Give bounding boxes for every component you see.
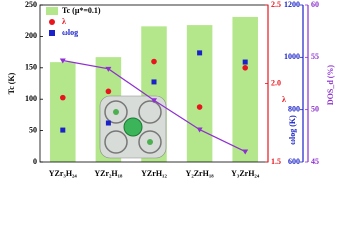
tick-label: 250	[25, 0, 37, 9]
inset-structure	[99, 95, 167, 159]
tick-label: 50	[311, 104, 319, 113]
tick-label: 2.5	[271, 0, 281, 9]
tick-label: 800	[288, 104, 300, 113]
legend-label: Tc (μ*=0.1)	[62, 6, 101, 15]
axis-label: ωlog (K)	[288, 115, 297, 145]
point	[196, 127, 203, 133]
point	[242, 59, 248, 65]
inset-cage	[138, 130, 162, 154]
x-tick-label: Y₂ZrH₁₈	[186, 169, 215, 178]
inset-cage	[138, 100, 162, 124]
inset-cage	[104, 100, 128, 124]
inset-atom	[113, 109, 119, 115]
bar	[50, 62, 76, 163]
tick-label: 600	[288, 157, 300, 166]
tick-label: 2.0	[271, 78, 281, 87]
chart: 0 50 100 150 200 250 Tc (K) 1.5 2.0 2.5 λ 600 800 100…	[7, 0, 335, 178]
legend-swatch	[49, 30, 55, 36]
point	[197, 50, 203, 56]
inset-atom	[123, 117, 143, 137]
point	[151, 79, 157, 85]
x-tick-label: YZr₃H₂₄	[49, 169, 78, 178]
tick-label: 1200	[284, 0, 300, 9]
axis-label: λ	[282, 95, 286, 104]
inset-atom	[147, 139, 153, 145]
point	[151, 98, 157, 104]
tick-label: 100	[25, 94, 37, 103]
tick-label: 60	[311, 0, 319, 9]
x-tick-label: YZr₂H₁₈	[94, 169, 123, 178]
tick-label: 0	[33, 157, 37, 166]
tick-label: 1000	[284, 52, 300, 61]
point	[151, 58, 157, 65]
legend-swatch	[46, 7, 58, 15]
axis-label: Tc (K)	[7, 72, 16, 94]
tick-label: 150	[25, 63, 37, 72]
tick-label: 55	[311, 52, 319, 61]
axis-label: DOS_d (%)	[326, 65, 335, 106]
point	[196, 104, 203, 110]
tick-label: 1.5	[271, 157, 281, 166]
point	[242, 65, 248, 71]
tick-label: 50	[29, 125, 37, 134]
inset-cage	[104, 130, 128, 154]
point	[60, 94, 66, 101]
point	[105, 88, 112, 95]
point	[105, 66, 112, 72]
legend-label: λ	[62, 17, 66, 26]
bar	[232, 16, 258, 162]
point	[242, 149, 249, 155]
x-tick-label: Y₃ZrH₂₄	[231, 169, 260, 178]
bar	[186, 25, 213, 162]
x-tick-label: YZrH₁₂	[141, 169, 167, 178]
point	[59, 58, 66, 64]
tick-label: 200	[25, 31, 37, 40]
legend-label: ωlog	[62, 28, 78, 37]
point	[60, 127, 66, 133]
legend-swatch	[49, 19, 55, 25]
tick-label: 45	[311, 157, 319, 166]
point	[105, 120, 111, 126]
